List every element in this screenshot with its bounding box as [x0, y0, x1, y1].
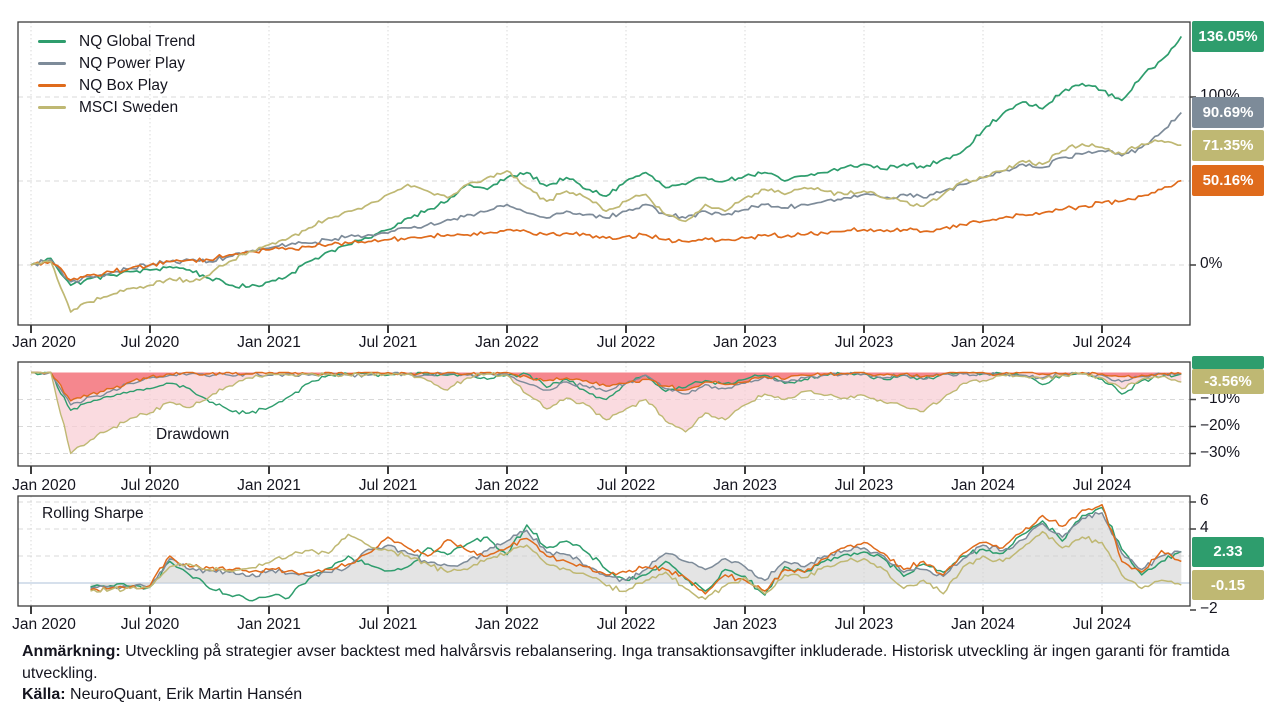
end-label-main: 90.69%: [1192, 97, 1264, 129]
legend-label: NQ Power Play: [79, 54, 185, 72]
main-line-nq-box-play: [30, 179, 1182, 281]
footnote: Anmärkning: Utveckling på strategier avs…: [22, 641, 1248, 706]
legend-item: NQ Power Play: [38, 53, 195, 74]
drawdown-panel: [17, 361, 1196, 474]
x-tick-label: Jan 2021: [237, 477, 301, 494]
legend-item: NQ Box Play: [38, 75, 195, 96]
legend: NQ Global Trend NQ Power Play NQ Box Pla…: [38, 31, 195, 119]
main-line-msci-sweden: [30, 139, 1182, 313]
x-tick-label: Jan 2021: [237, 616, 301, 633]
y-tick-label: −30%: [1200, 443, 1241, 461]
y-tick-label: −20%: [1200, 416, 1241, 434]
end-label-sharpe: 2.33: [1192, 536, 1264, 567]
x-tick-label: Jul 2024: [1072, 616, 1132, 633]
sharpe-line-nq-box-play: [90, 503, 1182, 595]
x-tick-label: Jul 2021: [358, 334, 418, 351]
legend-label: NQ Global Trend: [79, 32, 196, 50]
x-tick-label: Jan 2020: [12, 616, 76, 633]
x-tick-label: Jan 2024: [951, 334, 1015, 351]
footnote-note-text: Utveckling på strategier avser backtest …: [22, 643, 1230, 682]
drawdown-area-fill: [31, 372, 1182, 454]
x-tick-label: Jul 2020: [120, 334, 180, 351]
footnote-source-label: Källa:: [22, 686, 66, 703]
legend-swatch-msci-sweden: [38, 105, 66, 110]
x-tick-label: Jan 2020: [12, 334, 76, 351]
sharpe-line-nq-global-trend: [90, 506, 1182, 602]
x-tick-label: Jan 2024: [951, 616, 1015, 633]
end-label-main: 50.16%: [1192, 165, 1264, 197]
legend-label: NQ Box Play: [79, 76, 168, 94]
legend-swatch-global-trend: [38, 39, 66, 44]
end-label-drawdown-covered: [1192, 356, 1264, 369]
legend-label: MSCI Sweden: [79, 98, 179, 116]
legend-swatch-box-play: [38, 83, 66, 88]
x-tick-label: Jul 2023: [834, 477, 894, 494]
y-tick-label: 6: [1200, 492, 1209, 509]
end-label-drawdown: -3.56%: [1192, 369, 1264, 394]
x-tick-label: Jan 2023: [713, 477, 777, 494]
x-tick-label: Jul 2024: [1072, 477, 1132, 494]
main-line-nq-power-play: [30, 112, 1182, 284]
sharpe-line-msci-sweden: [90, 530, 1182, 600]
x-tick-label: Jul 2022: [596, 334, 656, 351]
legend-item: MSCI Sweden: [38, 97, 195, 118]
x-tick-label: Jul 2021: [358, 616, 418, 633]
main-line-nq-global-trend: [30, 35, 1183, 289]
sharpe-panel: [17, 495, 1196, 614]
drawdown-panel-label: Drawdown: [156, 426, 230, 443]
y-tick-label: 0%: [1200, 255, 1223, 272]
legend-swatch-power-play: [38, 61, 66, 66]
x-tick-label: Jul 2022: [596, 616, 656, 633]
sharpe-panel-label: Rolling Sharpe: [42, 505, 144, 522]
x-tick-label: Jul 2021: [358, 477, 418, 494]
x-tick-label: Jan 2022: [475, 616, 539, 633]
footnote-source: Källa: NeuroQuant, Erik Martin Hansén: [22, 684, 1248, 706]
end-label-main: 136.05%: [1192, 20, 1264, 52]
x-tick-label: Jul 2023: [834, 616, 894, 633]
x-tick-label: Jan 2024: [951, 477, 1015, 494]
main-panel: [17, 21, 1196, 333]
x-tick-label: Jan 2023: [713, 334, 777, 351]
x-tick-label: Jan 2021: [237, 334, 301, 351]
x-tick-label: Jan 2022: [475, 477, 539, 494]
x-tick-label: Jul 2020: [120, 616, 180, 633]
footnote-note-label: Anmärkning:: [22, 643, 121, 660]
x-tick-label: Jul 2024: [1072, 334, 1132, 351]
x-tick-label: Jan 2023: [713, 616, 777, 633]
end-label-main: 71.35%: [1192, 129, 1264, 161]
footnote-source-text: NeuroQuant, Erik Martin Hansén: [70, 686, 303, 703]
legend-item: NQ Global Trend: [38, 31, 195, 52]
footnote-note: Anmärkning: Utveckling på strategier avs…: [22, 641, 1248, 684]
drawdown-line-nq-box-play: [31, 371, 1182, 402]
sharpe-area-fill: [90, 512, 1182, 589]
x-tick-label: Jul 2022: [596, 477, 656, 494]
y-tick-label: 4: [1200, 519, 1209, 536]
drawdown-area-fill: [31, 372, 1182, 401]
x-tick-label: Jul 2023: [834, 334, 894, 351]
x-tick-label: Jan 2020: [12, 477, 76, 494]
y-tick-label: −2: [1200, 600, 1218, 617]
sharpe-line-nq-power-play: [90, 511, 1182, 590]
x-tick-label: Jul 2020: [120, 477, 180, 494]
x-tick-label: Jan 2022: [475, 334, 539, 351]
drawdown-line-msci-sweden: [31, 371, 1182, 455]
end-label-sharpe: -0.15: [1192, 570, 1264, 601]
